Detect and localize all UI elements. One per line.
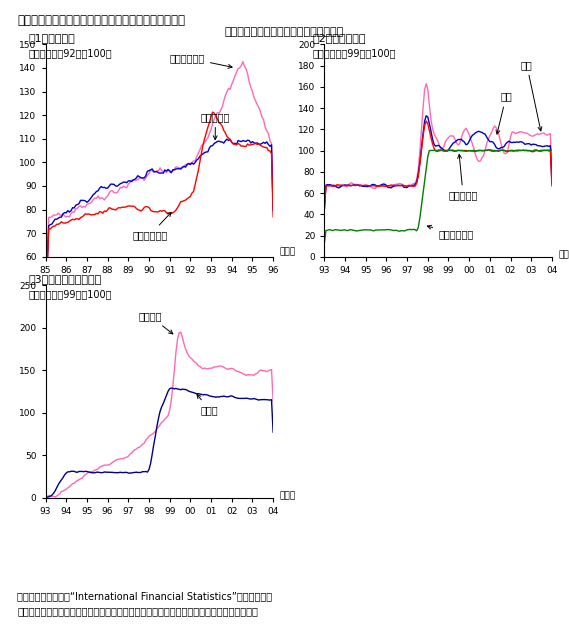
Text: フィンランド: フィンランド: [133, 212, 171, 240]
Text: （3）ロシア、ブラジル: （3）ロシア、ブラジル: [28, 274, 102, 284]
Text: （備考）１．ＩＭＦ“International Financial Statistics”により作成。: （備考）１．ＩＭＦ“International Financial Statis…: [17, 591, 272, 601]
Text: マレーシア: マレーシア: [448, 155, 478, 200]
Text: スウェーデン: スウェーデン: [170, 53, 232, 68]
Text: （年）: （年）: [558, 250, 569, 259]
Text: （年）: （年）: [279, 247, 295, 257]
Text: 金融危機時には為替レートは大幅に減価: 金融危機時には為替レートは大幅に減価: [225, 27, 344, 37]
Text: タイ: タイ: [521, 60, 542, 131]
Text: インドネシア: インドネシア: [427, 225, 473, 240]
Text: ロシア: ロシア: [197, 394, 218, 415]
Text: ２．対マルクの系列は各国の対米ドル系列をドイツの対米ドル系列で除して算出。: ２．対マルクの系列は各国の対米ドル系列をドイツの対米ドル系列で除して算出。: [17, 605, 258, 616]
Text: （1）北欧３国: （1）北欧３国: [28, 33, 75, 43]
Text: 韓国: 韓国: [496, 91, 512, 134]
Text: 第２－２－７図　金融危機発生国の為替レートの減価: 第２－２－７図 金融危機発生国の為替レートの減価: [17, 14, 185, 27]
Text: （2）アジア諸国: （2）アジア諸国: [313, 33, 366, 43]
Text: （対米ドル、99年＝100）: （対米ドル、99年＝100）: [28, 288, 112, 299]
Text: （対マルク、92年＝100）: （対マルク、92年＝100）: [28, 48, 112, 58]
Text: ブラジル: ブラジル: [139, 311, 173, 334]
Text: （対米ドル、99年＝100）: （対米ドル、99年＝100）: [313, 48, 397, 58]
Text: ノルウェー: ノルウェー: [201, 112, 230, 139]
Text: （年）: （年）: [279, 491, 295, 500]
